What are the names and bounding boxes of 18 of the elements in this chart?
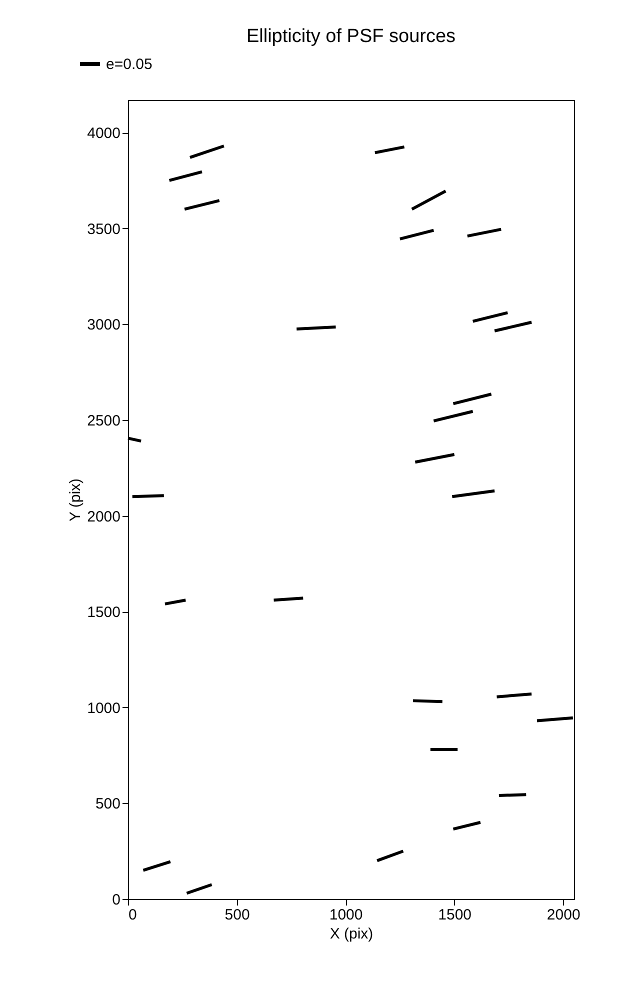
y-tick-label: 0 <box>112 892 120 908</box>
y-tick-label: 3000 <box>87 316 120 334</box>
x-axis-title: X (pix) <box>330 926 374 942</box>
x-tick-label: 2000 <box>546 906 580 924</box>
x-tick-label: 1500 <box>438 906 472 924</box>
y-tick-label: 3500 <box>87 220 120 238</box>
y-axis-title: Y (pix) <box>67 478 84 522</box>
x-tick-label: 1000 <box>329 906 363 924</box>
y-tick-label: 500 <box>95 796 120 813</box>
legend-label: e=0.05 <box>106 56 152 73</box>
y-tick-label: 1500 <box>87 604 120 622</box>
y-tick-label: 4000 <box>87 125 120 142</box>
x-tick-label: 500 <box>224 906 250 924</box>
y-tick-label: 2000 <box>87 508 120 526</box>
y-tick-label: 1000 <box>87 700 120 717</box>
x-tick-label: 0 <box>128 906 137 924</box>
chart-title: Ellipticity of PSF sources <box>246 26 456 47</box>
y-tick-label: 2500 <box>87 412 120 430</box>
